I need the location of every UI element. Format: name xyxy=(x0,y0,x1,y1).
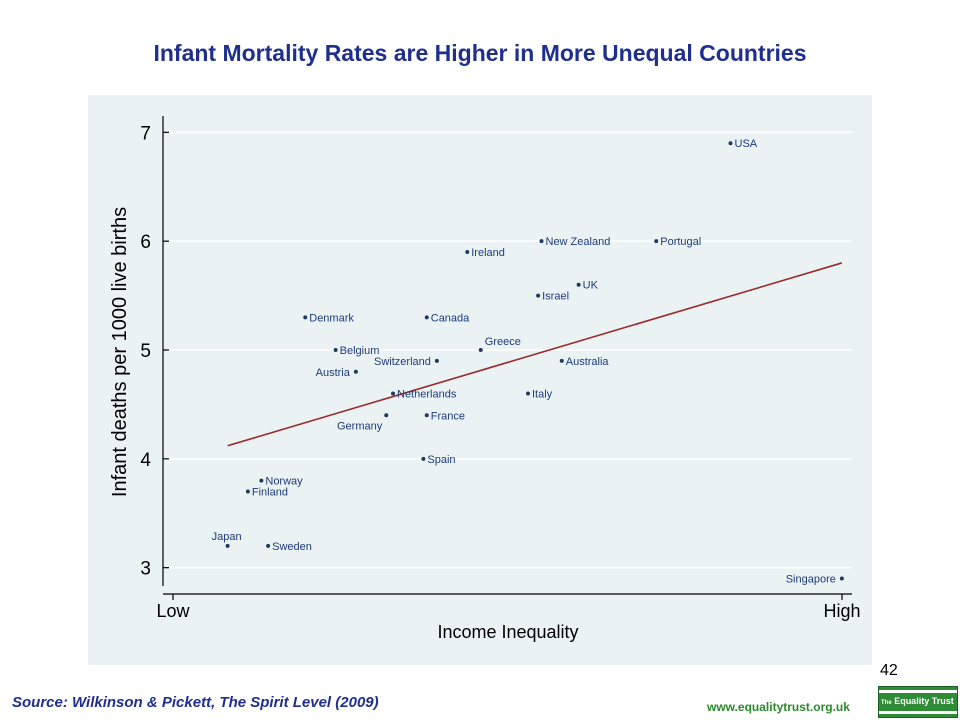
y-tick-label: 4 xyxy=(140,450,151,471)
data-point xyxy=(424,315,429,320)
point-label: UK xyxy=(583,280,599,292)
source-citation: Source: Wilkinson & Pickett, The Spirit … xyxy=(12,694,379,711)
data-point xyxy=(839,576,844,581)
data-point xyxy=(526,391,530,396)
website-link[interactable]: www.equalitytrust.org.uk xyxy=(707,700,850,714)
page-number: 42 xyxy=(880,662,898,679)
data-point xyxy=(259,478,264,483)
fit-line xyxy=(227,262,843,447)
axis-layer: 3 4 5 6 7 Low High xyxy=(140,116,861,621)
y-axis-label: Infant deaths per 1000 live births xyxy=(109,207,131,497)
y-tick-label: 5 xyxy=(140,341,151,362)
data-point xyxy=(654,239,659,244)
point-label: Ireland xyxy=(471,247,505,259)
point-label: USA xyxy=(735,138,758,150)
point-label: France xyxy=(431,410,465,422)
point-label: Italy xyxy=(532,389,553,401)
point-label: Sweden xyxy=(272,541,312,553)
data-point xyxy=(539,239,544,244)
data-point xyxy=(478,348,483,352)
data-point xyxy=(434,358,439,363)
logo-name: Equality Trust xyxy=(894,696,954,706)
data-point xyxy=(576,282,581,287)
y-tick-label: 6 xyxy=(140,232,151,253)
x-tick-label: High xyxy=(823,601,860,621)
data-point xyxy=(728,141,733,146)
point-label: Portugal xyxy=(660,236,701,248)
point-label: Greece xyxy=(485,336,521,348)
point-label: Denmark xyxy=(309,312,354,324)
point-label: Germany xyxy=(337,420,383,432)
logo-prefix: The xyxy=(881,700,892,706)
point-label: Netherlands xyxy=(397,389,457,401)
point-label: New Zealand xyxy=(546,236,611,248)
x-axis-label: Income Inequality xyxy=(437,622,578,642)
data-point xyxy=(559,358,564,363)
point-label: Australia xyxy=(566,356,610,368)
y-tick-label: 3 xyxy=(140,559,151,580)
data-point xyxy=(266,543,271,548)
point-label: Spain xyxy=(427,454,455,466)
data-point xyxy=(421,456,426,461)
point-label: Israel xyxy=(542,291,569,303)
point-label: Singapore xyxy=(786,574,836,586)
data-point xyxy=(353,369,358,374)
data-point xyxy=(333,348,338,352)
fit-line-layer xyxy=(227,262,843,447)
data-point xyxy=(465,250,470,255)
data-point xyxy=(384,413,389,418)
data-point xyxy=(303,315,308,320)
grid-layer xyxy=(163,114,852,586)
y-tick-label: 7 xyxy=(140,123,151,144)
data-point xyxy=(225,543,230,548)
point-label: Austria xyxy=(316,367,351,379)
data-point xyxy=(391,391,395,396)
point-label: Switzerland xyxy=(374,356,431,368)
point-label: Canada xyxy=(431,312,470,324)
point-label: Norway xyxy=(265,476,303,488)
point-label: Finland xyxy=(252,486,288,498)
data-point xyxy=(245,489,250,494)
chart-title: Infant Mortality Rates are Higher in Mor… xyxy=(153,40,807,66)
data-point xyxy=(536,293,541,298)
point-label: Belgium xyxy=(340,345,380,357)
point-label: Japan xyxy=(212,531,242,543)
equality-trust-logo: The Equality Trust xyxy=(878,686,958,718)
x-tick-label: Low xyxy=(156,601,190,621)
data-point xyxy=(424,413,429,418)
points-layer: USA New Zealand Portugal Ireland UK Israel Den… xyxy=(212,138,844,586)
